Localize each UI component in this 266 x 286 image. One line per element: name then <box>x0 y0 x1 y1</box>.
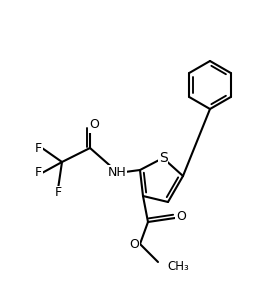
Text: CH₃: CH₃ <box>167 261 189 273</box>
Text: O: O <box>176 210 186 223</box>
Text: O: O <box>89 118 99 132</box>
Text: O: O <box>129 239 139 251</box>
Text: NH: NH <box>108 166 126 178</box>
Text: F: F <box>55 186 61 200</box>
Text: F: F <box>34 142 41 154</box>
Text: S: S <box>159 151 167 165</box>
Text: F: F <box>34 166 41 180</box>
